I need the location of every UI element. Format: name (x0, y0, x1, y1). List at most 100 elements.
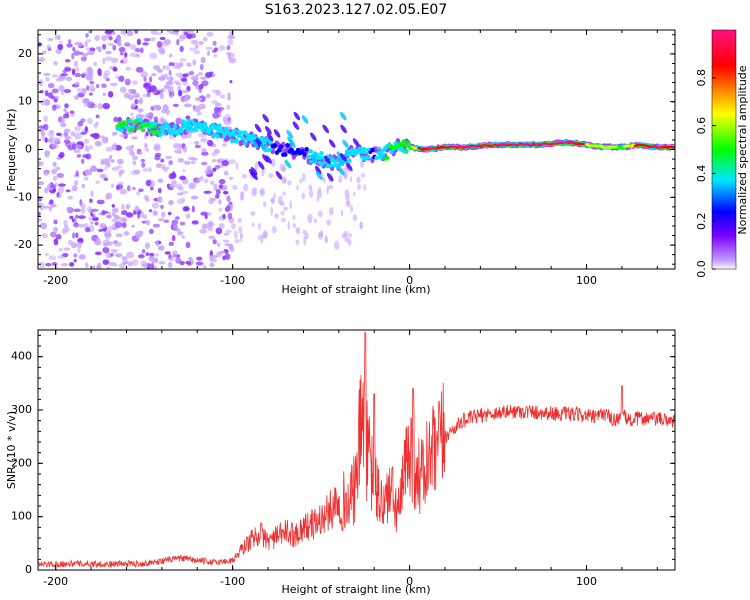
spectrogram-noise-blob (287, 180, 292, 186)
spectrogram-noise-blob (110, 82, 118, 87)
spectrogram-ridge-cell (247, 133, 252, 138)
spectrogram-ridge-cell (179, 127, 184, 131)
spectrogram-noise-blob (161, 73, 169, 79)
spectrogram-noise-blob (80, 207, 86, 214)
spectrogram-noise-blob (225, 229, 232, 234)
spectrogram-ridge-cell (232, 128, 237, 133)
spectrogram-ridge-cell (236, 129, 241, 133)
spectrogram-noise-blob (352, 214, 358, 222)
spectrogram-noise-blob (137, 254, 145, 259)
spectrogram-ridge-cell (308, 160, 314, 164)
spectrogram-noise-blob (75, 232, 79, 239)
spectrogram-noise-blob (94, 34, 101, 41)
spectrogram-noise-blob (183, 160, 191, 165)
spectrogram-noise-blob (107, 225, 112, 233)
spectrogram-noise-blob (271, 225, 277, 234)
spectrogram-noise-blob (95, 84, 100, 89)
spectrogram-ridge-cell (221, 134, 226, 139)
spectrogram-ridge-cell (117, 121, 122, 125)
spectrogram-noise-blob (92, 132, 100, 140)
spectrogram-streak (257, 161, 265, 170)
spectrogram-noise-blob (274, 213, 280, 219)
spectrogram-ridge-cell (639, 144, 645, 146)
spectrogram-noise-blob (179, 175, 187, 181)
spectrogram-noise-blob (67, 195, 73, 200)
y-tick-label: 100 (11, 510, 32, 523)
spectrogram-noise-blob (44, 187, 49, 194)
spectrogram-noise-blob (104, 56, 113, 61)
spectrogram-noise-blob (117, 181, 124, 185)
spectrogram-noise-blob (209, 255, 218, 259)
spectrogram-noise-blob (198, 72, 203, 76)
spectrogram-noise-blob (216, 188, 221, 195)
spectrogram-noise-blob (153, 116, 158, 122)
y-tick-label: 400 (11, 350, 32, 363)
spectrogram-noise-blob (204, 178, 209, 184)
spectrogram-noise-blob (112, 44, 117, 51)
spectrogram-streak (345, 162, 353, 172)
spectrogram-noise-blob (106, 241, 114, 246)
spectrogram-noise-blob (61, 228, 68, 235)
spectrogram-noise-blob (171, 235, 176, 242)
spectrogram-noise-blob (308, 184, 313, 191)
spectrogram-noise-blob (93, 61, 98, 66)
spectrogram-noise-blob (115, 233, 123, 238)
x-tick-label: 100 (576, 575, 597, 588)
spectrogram-ridge-cell (533, 144, 539, 146)
spectrogram-noise-blob (143, 82, 151, 89)
spectrogram-streak (337, 167, 345, 176)
spectrogram-noise-blob (104, 70, 111, 76)
spectrogram-noise-blob (168, 53, 173, 58)
spectrogram-noise-blob (191, 220, 199, 225)
spectrogram-noise-blob (105, 192, 113, 200)
spectrogram-noise-blob (228, 159, 236, 165)
spectrogram-noise-blob (223, 118, 232, 126)
spectrogram-ridge-cell (208, 126, 214, 132)
spectrogram-ridge-cell (119, 123, 125, 127)
spectrogram-noise-blob (148, 255, 155, 262)
spectrogram-noise-blob (199, 63, 204, 71)
spectrogram-noise-blob (186, 62, 192, 67)
spectrogram-ridge-cell (285, 143, 290, 148)
spectrogram-noise-blob (145, 219, 151, 226)
spectrogram-noise-blob (112, 31, 116, 36)
spectrogram-ridge-cell (147, 122, 152, 127)
spectrogram-noise-blob (122, 260, 129, 265)
spectrogram-noise-blob (153, 145, 161, 151)
spectrogram-noise-blob (307, 213, 313, 224)
spectrogram-ridge-cell (240, 131, 246, 135)
spectrogram-noise-blob (73, 253, 78, 258)
spectrogram-noise-blob (179, 58, 187, 62)
spectrogram-noise-blob (156, 41, 163, 48)
spectrogram-ridge-cell (359, 155, 365, 159)
spectrogram-noise-blob (250, 211, 256, 216)
spectrogram-noise-blob (106, 266, 111, 269)
spectrogram-noise-blob (206, 31, 214, 37)
spectrogram-noise-blob (193, 140, 200, 145)
spectrogram-noise-blob (159, 36, 166, 41)
spectrogram-ridge-cell (355, 150, 360, 155)
colorbar-tick-label: 0.2 (695, 212, 708, 230)
spectrogram-noise-blob (221, 143, 227, 147)
spectrogram-noise-blob (156, 32, 162, 36)
spectrogram-noise-blob (105, 50, 112, 55)
spectrogram-noise-blob (142, 42, 149, 46)
spectrogram-noise-blob (43, 72, 51, 77)
spectrogram-noise-blob (226, 205, 231, 211)
spectrogram-noise-blob (126, 251, 134, 259)
spectrogram-noise-blob (172, 223, 178, 230)
spectrogram-noise-blob (124, 42, 131, 47)
spectrogram-noise-blob (48, 255, 57, 261)
spectrogram-noise-blob (136, 53, 140, 58)
spectrogram-noise-blob (145, 252, 150, 257)
spectrogram-noise-blob (130, 151, 135, 157)
spectrogram-noise-blob (49, 184, 57, 189)
spectrogram-ridge-cell (399, 145, 405, 148)
spectrogram-noise-blob (180, 134, 188, 139)
spectrogram-streak (328, 139, 336, 148)
spectrogram-noise-blob (156, 196, 163, 203)
spectrogram-noise-blob (53, 219, 58, 225)
spectrogram-noise-blob (57, 43, 64, 51)
spectrogram-noise-blob (71, 232, 76, 239)
